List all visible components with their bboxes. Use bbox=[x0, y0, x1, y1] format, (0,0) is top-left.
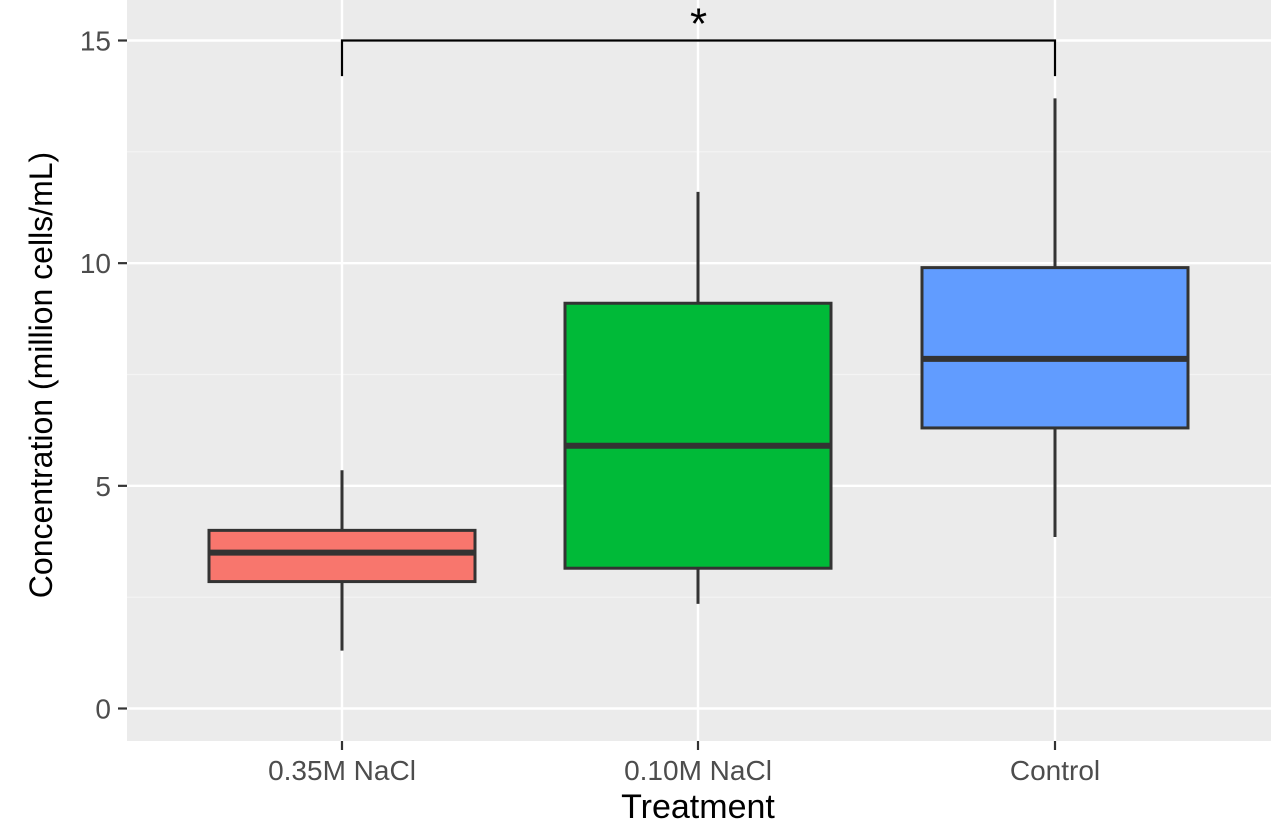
y-tick-label: 0 bbox=[95, 694, 111, 725]
x-tick-label: 0.35M NaCl bbox=[268, 755, 416, 786]
y-tick-label: 10 bbox=[80, 248, 111, 279]
y-tick-label: 15 bbox=[80, 26, 111, 57]
box-1 bbox=[207, 470, 477, 651]
x-axis-title: Treatment bbox=[621, 788, 775, 825]
x-tick-label: Control bbox=[1010, 755, 1100, 786]
significance-label: * bbox=[690, 0, 707, 49]
boxes bbox=[207, 98, 1190, 651]
annotations: * bbox=[340, 0, 1057, 77]
box-rect bbox=[920, 266, 1190, 430]
y-axis-title: Concentration (million cells/mL) bbox=[23, 152, 59, 598]
y-tick-label: 5 bbox=[95, 471, 111, 502]
x-tick-label: 0.10M NaCl bbox=[624, 755, 772, 786]
box-rect bbox=[563, 301, 833, 570]
axes: 0 5 10 15 0.35M NaCl 0.10M NaCl Control bbox=[80, 26, 1100, 787]
box-rect bbox=[207, 528, 477, 584]
box-3 bbox=[920, 98, 1190, 538]
bracket-line bbox=[340, 39, 1057, 77]
box-2 bbox=[563, 191, 833, 604]
significance-bracket: * bbox=[340, 0, 1057, 77]
